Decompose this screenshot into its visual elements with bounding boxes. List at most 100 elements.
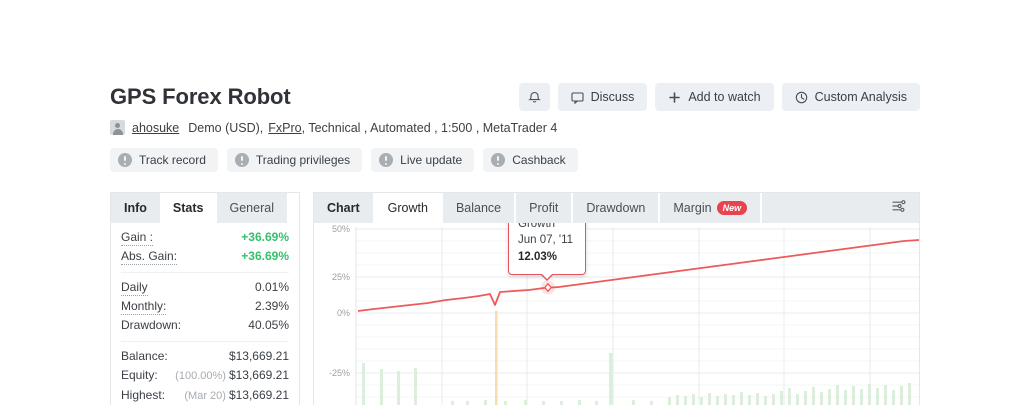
- stat-subvalue: (Mar 20): [184, 390, 226, 402]
- account-type: Demo (USD),: [188, 120, 264, 135]
- stat-label: Drawdown:: [121, 318, 182, 332]
- exclamation-icon: [118, 153, 132, 167]
- stat-value-wrap: (Mar 20) $13,669.21: [184, 386, 289, 405]
- tab-drawdown[interactable]: Drawdown: [573, 193, 661, 223]
- stats-tabstrip: Info Stats General: [111, 193, 299, 223]
- tab-profit[interactable]: Profit: [516, 193, 574, 223]
- stats-list: Gain : +36.69% Abs. Gain: +36.69% Daily …: [111, 223, 299, 405]
- discuss-button[interactable]: Discuss: [557, 83, 648, 111]
- add-to-watch-label: Add to watch: [688, 90, 761, 104]
- tab-general[interactable]: General: [216, 193, 287, 223]
- tab-label: Stats: [172, 201, 204, 215]
- chart-tabstrip: Chart Growth Balance Profit Drawdown Mar…: [314, 193, 919, 223]
- tab-label: Balance: [455, 201, 502, 215]
- stat-label: Highest:: [121, 388, 166, 402]
- stats-group-gain: Gain : +36.69% Abs. Gain: +36.69%: [121, 223, 289, 273]
- tab-label: Growth: [387, 201, 428, 215]
- stat-row-monthly: Monthly: 2.39%: [121, 297, 289, 316]
- tooltip-arrow: [540, 274, 554, 281]
- tab-info[interactable]: Info: [111, 193, 160, 223]
- stats-group-performance: Daily 0.01% Monthly: 2.39% Drawdown: 40.…: [121, 273, 289, 342]
- stats-group-money: Balance: $13,669.21 Equity: (100.00%) $13…: [121, 342, 289, 405]
- svg-text:0%: 0%: [337, 308, 350, 318]
- chart-y-tick-labels: 50% 25% 0% -25%: [329, 224, 350, 378]
- stat-row-equity: Equity: (100.00%) $13,669.21: [121, 366, 289, 386]
- stat-label[interactable]: Monthly:: [121, 299, 167, 315]
- chart-drawdown-bar: [495, 311, 498, 405]
- chip-track-record[interactable]: Track record: [110, 148, 218, 172]
- verification-chips: Track record Trading privileges Live upd…: [110, 148, 578, 172]
- stat-value: 2.39%: [254, 299, 289, 313]
- stat-value: 40.05%: [248, 318, 289, 332]
- stat-label[interactable]: Gain :: [121, 230, 154, 246]
- tab-label: Margin: [673, 201, 712, 215]
- exclamation-icon: [491, 153, 506, 167]
- stats-panel: Info Stats General Gain : +36.69% Abs. G…: [110, 192, 300, 405]
- stat-label[interactable]: Daily: [121, 280, 148, 296]
- stat-label[interactable]: Abs. Gain:: [121, 249, 178, 265]
- tooltip-title: Growth: [518, 223, 556, 230]
- add-to-watch-button[interactable]: Add to watch: [655, 83, 774, 111]
- stat-value: +36.69%: [241, 230, 289, 244]
- stat-label: Equity:: [121, 368, 158, 382]
- chart-tooltip: Growth Jun 07, '11 12.03%: [508, 223, 586, 281]
- exclamation-icon: [379, 153, 394, 167]
- stat-row-drawdown: Drawdown: 40.05%: [121, 316, 289, 335]
- stat-value: $13,669.21: [228, 368, 289, 382]
- stat-value: +36.69%: [241, 249, 289, 263]
- chart-panel: Chart Growth Balance Profit Drawdown Mar…: [313, 192, 920, 405]
- avatar: [110, 120, 125, 135]
- chart-growth-line: [357, 239, 919, 312]
- broker-link[interactable]: FxPro: [268, 120, 302, 135]
- tab-stats[interactable]: Stats: [159, 193, 217, 223]
- bell-icon: [527, 90, 541, 104]
- tab-balance[interactable]: Balance: [442, 193, 517, 223]
- chart-gridlines-minor: [356, 240, 919, 398]
- header-actions: Discuss Add to watch Custom Analysi: [518, 83, 920, 111]
- chart-volume-bars: [362, 353, 911, 405]
- chip-live-update[interactable]: Live update: [371, 148, 475, 172]
- tab-chart[interactable]: Chart: [314, 193, 375, 223]
- stat-value: $13,669.21: [228, 349, 289, 363]
- chart-svg: 50% 25% 0% -25%: [314, 223, 919, 405]
- tooltip-date: Jun 07, '11: [518, 234, 574, 246]
- chip-label: Cashback: [512, 153, 566, 167]
- exclamation-icon: [234, 153, 249, 167]
- tooltip-value: 12.03%: [518, 251, 558, 263]
- tab-margin[interactable]: Margin New: [660, 193, 763, 223]
- tab-growth[interactable]: Growth: [374, 193, 443, 223]
- svg-text:25%: 25%: [332, 272, 350, 282]
- tab-label: Chart: [327, 201, 360, 215]
- chip-trading-privileges[interactable]: Trading privileges: [226, 148, 363, 172]
- chip-cashback[interactable]: Cashback: [483, 148, 578, 172]
- chip-label: Live update: [400, 153, 463, 167]
- custom-analysis-label: Custom Analysis: [814, 90, 907, 104]
- chip-label: Trading privileges: [255, 153, 351, 167]
- chart-tabstrip-filler: [762, 193, 879, 223]
- stat-row-daily: Daily 0.01%: [121, 278, 289, 297]
- stat-row-balance: Balance: $13,669.21: [121, 347, 289, 366]
- tab-label: Profit: [529, 201, 559, 215]
- notify-button[interactable]: [518, 83, 550, 111]
- comment-icon: [571, 91, 584, 104]
- clock-icon: [795, 91, 808, 104]
- account-details: , Technical , Automated , 1:500 , MetaTr…: [301, 120, 558, 135]
- account-meta: ahosuke Demo (USD), FxPro , Technical , …: [110, 120, 557, 135]
- page-header: GPS Forex Robot Discuss: [110, 82, 920, 118]
- stat-row-abs-gain: Abs. Gain: +36.69%: [121, 247, 289, 266]
- tab-label: Drawdown: [586, 201, 646, 215]
- stat-subvalue: (100.00%): [175, 370, 226, 382]
- stat-value-wrap: (100.00%) $13,669.21: [175, 366, 289, 386]
- tab-label: General: [229, 201, 274, 215]
- new-badge: New: [716, 201, 748, 215]
- tabstrip-filler: [286, 193, 299, 223]
- growth-chart[interactable]: 50% 25% 0% -25%: [314, 223, 919, 405]
- custom-analysis-button[interactable]: Custom Analysis: [781, 83, 920, 111]
- username-link[interactable]: ahosuke: [132, 120, 180, 135]
- chart-settings-button[interactable]: [879, 193, 919, 223]
- stat-row-gain: Gain : +36.69%: [121, 228, 289, 247]
- svg-text:-25%: -25%: [329, 368, 350, 378]
- stat-value: $13,669.21: [228, 388, 289, 402]
- chart-highlight-point: [541, 280, 555, 295]
